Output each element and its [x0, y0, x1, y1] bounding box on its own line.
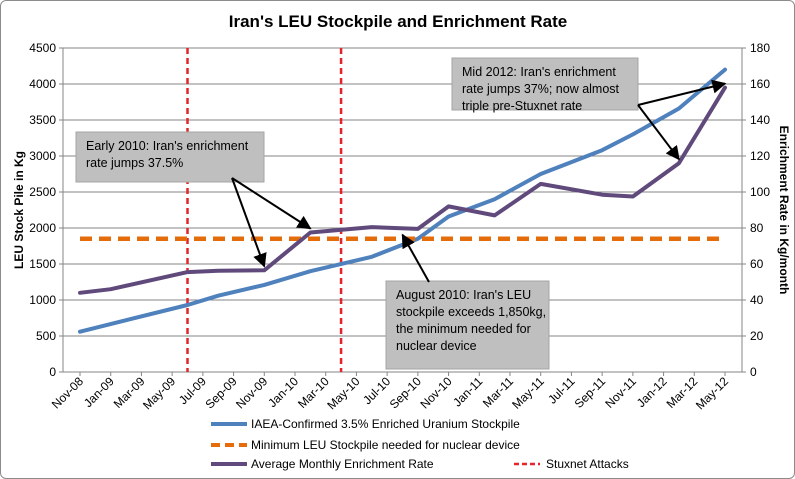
x-tick-label: Sep-11	[572, 374, 609, 411]
legend-label: Average Monthly Enrichment Rate	[251, 457, 434, 471]
stuxnet-attack-lines	[186, 48, 343, 372]
left-tick-label: 0	[49, 365, 56, 379]
legend-label: Stuxnet Attacks	[546, 457, 629, 471]
right-tick-label: 120	[750, 149, 770, 163]
series-lines	[78, 67, 727, 334]
right-tick-label: 140	[750, 113, 770, 127]
annotation-3: Mid 2012: Iran's enrichment rate jumps 37…	[451, 57, 727, 161]
annotation-arrow	[637, 104, 680, 161]
x-tick-label: Jan-12	[634, 374, 670, 410]
annotation-1: Early 2010: Iran's enrichment rate jumps …	[75, 131, 312, 268]
left-tick-label: 500	[36, 329, 56, 343]
right-axis-ticks: 0 20 40 60 80 100 120 140 160 180	[742, 41, 770, 379]
annotation-text: stockpile exceeds 1,850kg,	[396, 305, 546, 319]
left-tick-label: 4000	[29, 77, 56, 91]
annotation-box	[451, 57, 639, 111]
annotation-2: August 2010: Iran's LEU stockpile exceeds…	[385, 233, 550, 370]
x-tick-label: Sep-10	[387, 374, 424, 411]
annotation-arrow	[637, 79, 727, 106]
x-tick-label: Nov-11	[602, 374, 639, 411]
annotation-arrow	[401, 233, 430, 283]
annotation-text: August 2010: Iran's LEU	[396, 288, 531, 302]
x-tick-label: May-10	[324, 374, 362, 412]
legend-label: IAEA-Confirmed 3.5% Enriched Uranium Sto…	[251, 417, 520, 431]
legend-entry: Stuxnet Attacks	[514, 457, 629, 471]
left-tick-label: 2500	[29, 185, 56, 199]
annotation-text: Mid 2012: Iran's enrichment	[462, 65, 616, 79]
annotations: Early 2010: Iran's enrichment rate jumps …	[75, 57, 727, 370]
right-tick-label: 180	[750, 41, 770, 55]
left-tick-label: 4500	[29, 41, 56, 55]
right-tick-label: 0	[750, 365, 757, 379]
annotation-text: nuclear device	[396, 339, 477, 353]
right-tick-label: 20	[750, 329, 764, 343]
x-tick-label: Nov-10	[417, 374, 454, 411]
x-axis-ticks: Nov-08Jan-09Mar-09May-09Jul-09Sep-09Nov-…	[49, 372, 731, 412]
annotation-text: rate jumps 37%; now almost	[462, 82, 620, 96]
left-tick-label: 1000	[29, 293, 56, 307]
left-tick-label: 3000	[29, 149, 56, 163]
annotation-arrow	[231, 177, 312, 230]
x-tick-label: Jan-10	[265, 374, 301, 410]
x-tick-label: Nov-09	[233, 374, 270, 411]
left-tick-label: 3500	[29, 113, 56, 127]
annotation-arrow	[231, 177, 267, 268]
annotation-box	[385, 280, 550, 370]
legend-entry: Minimum LEU Stockpile needed for nuclear…	[211, 438, 520, 452]
right-tick-label: 100	[750, 185, 770, 199]
x-tick-label: Jan-09	[81, 374, 117, 410]
left-tick-label: 1500	[29, 257, 56, 271]
chart-title: Iran's LEU Stockpile and Enrichment Rate	[229, 12, 567, 31]
right-tick-label: 60	[750, 257, 764, 271]
x-tick-label: May-11	[509, 374, 547, 412]
legend-entry: Average Monthly Enrichment Rate	[211, 457, 434, 471]
annotation-text: rate jumps 37.5%	[86, 156, 183, 170]
legend-label: Minimum LEU Stockpile needed for nuclear…	[251, 438, 520, 452]
right-tick-label: 40	[750, 293, 764, 307]
left-axis-title: LEU Stock Pile in Kg	[12, 151, 26, 269]
left-tick-label: 2000	[29, 221, 56, 235]
annotation-text: triple pre-Stuxnet rate	[462, 99, 582, 113]
right-axis-title: Enrichment Rate in Kg/month	[777, 126, 791, 295]
x-tick-label: Jan-11	[450, 374, 485, 409]
legend: IAEA-Confirmed 3.5% Enriched Uranium Sto…	[211, 417, 629, 471]
legend-entry: IAEA-Confirmed 3.5% Enriched Uranium Sto…	[211, 417, 520, 431]
series-line-1	[78, 67, 727, 334]
right-tick-label: 80	[750, 221, 764, 235]
gridlines	[63, 83, 742, 337]
x-tick-label: Sep-09	[202, 374, 239, 411]
annotation-box	[75, 131, 265, 183]
x-tick-label: Mar-11	[480, 374, 516, 410]
annotation-text: the minimum needed for	[396, 322, 531, 336]
x-tick-label: May-09	[140, 374, 178, 412]
x-tick-label: Nov-08	[49, 374, 86, 411]
annotation-text: Early 2010: Iran's enrichment	[86, 139, 249, 153]
right-tick-label: 160	[750, 77, 770, 91]
x-tick-label: May-12	[693, 374, 731, 412]
series-line-3	[78, 85, 727, 295]
left-axis-ticks: 0 500 1000 1500 2000 2500 3000 3500 4000 4500	[29, 41, 63, 379]
